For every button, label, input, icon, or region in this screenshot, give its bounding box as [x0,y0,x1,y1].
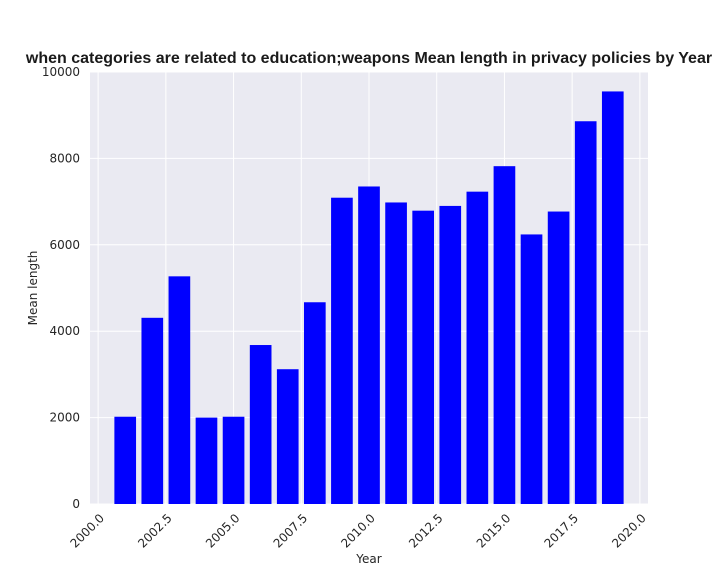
bar-2017 [547,211,570,504]
bar-2010 [358,186,380,505]
x-axis-ticks: 2000.0 2002.5 2005.0 2007.5 2010.0 2012.5 2015… [67,511,648,551]
bar-2004 [195,417,218,504]
x-axis-label: Year [355,552,381,566]
y-axis-ticks: 0 2000 4000 6000 8000 10000 [42,65,80,511]
x-tick-label: 2017.5 [542,511,582,551]
bar-2014 [466,191,489,504]
bar-2009 [331,197,353,504]
x-tick-label: 2000.0 [67,511,107,551]
bar-2007 [276,369,299,504]
y-tick-label: 10000 [42,65,80,79]
bar-2015 [493,166,516,504]
x-tick-label: 2007.5 [271,511,311,551]
bar-2006 [249,345,272,504]
bar-2005 [222,416,245,504]
bar-2001 [114,416,137,504]
x-tick-label: 2020.0 [609,511,649,551]
x-tick-label: 2002.5 [135,511,175,551]
bar-2013 [439,205,462,505]
bar-2008 [303,302,326,504]
y-tick-label: 4000 [49,324,80,338]
chart-title: when categories are related to education… [25,50,712,67]
x-tick-label: 2012.5 [406,511,446,551]
bar-2002 [141,317,164,504]
bars [114,91,624,505]
bar-2019 [601,91,624,504]
y-tick-label: 2000 [49,411,80,425]
x-tick-label: 2005.0 [203,511,243,551]
x-tick-label: 2010.0 [338,511,378,551]
bar-2018 [574,121,597,505]
bar-2011 [385,202,407,505]
bar-2003 [168,276,191,504]
y-tick-label: 0 [72,497,80,511]
y-axis-label: Mean length [26,251,40,326]
x-tick-label: 2015.0 [474,511,514,551]
bar-2016 [520,234,543,504]
bar-2012 [412,210,435,504]
y-tick-label: 6000 [49,238,80,252]
y-tick-label: 8000 [49,151,80,165]
